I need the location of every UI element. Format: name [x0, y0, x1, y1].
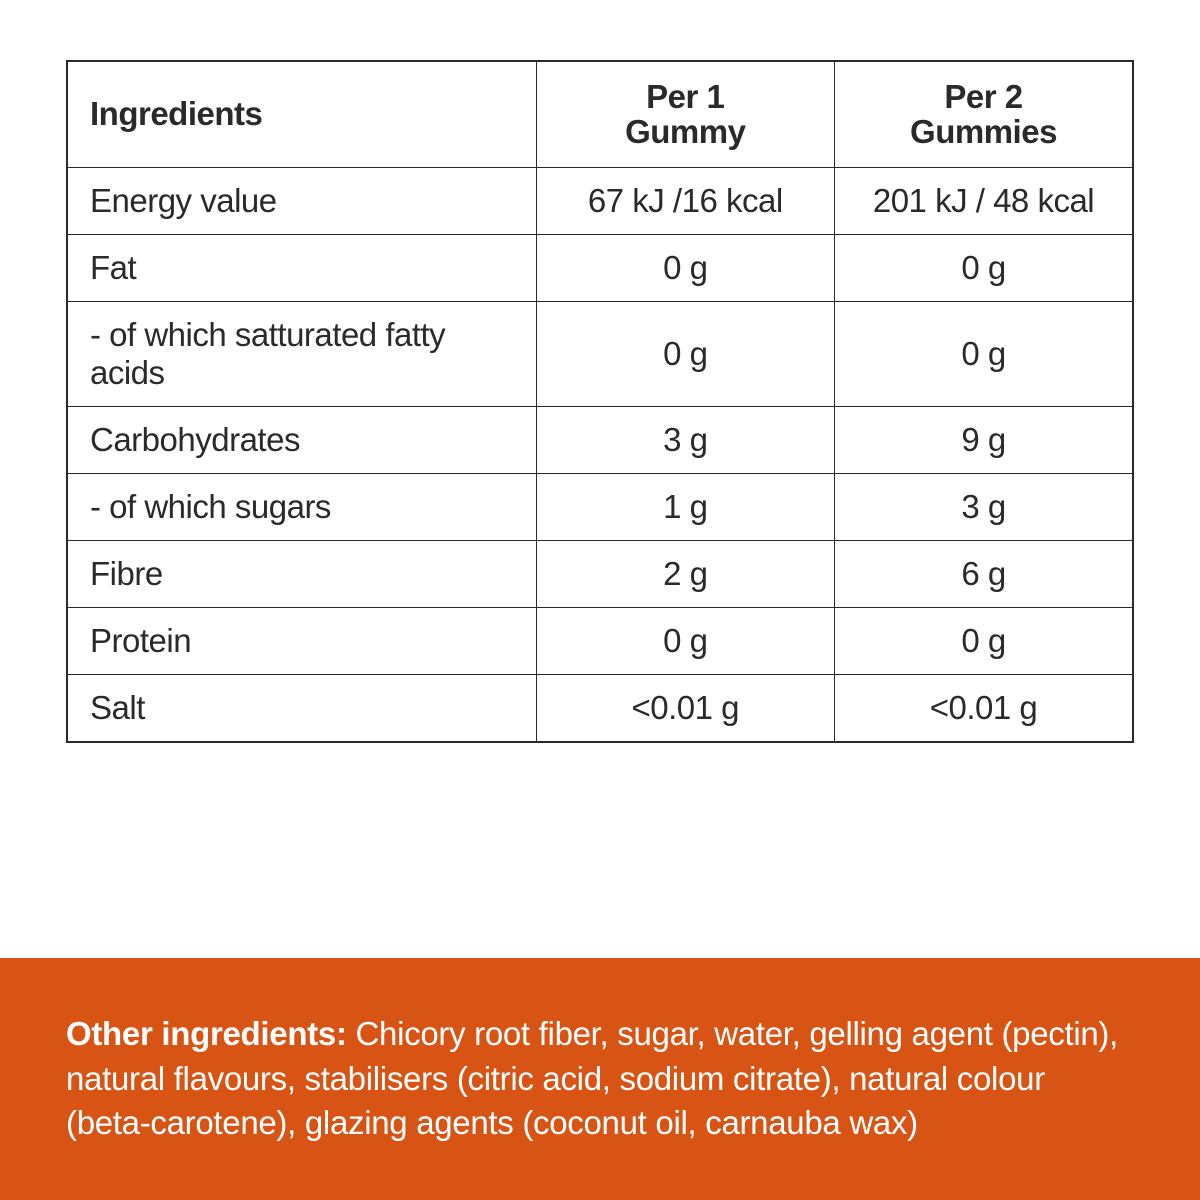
row-per2: 0 g — [835, 608, 1134, 675]
col-header-per2-line2: Gummies — [910, 113, 1057, 150]
table-row: Energy value 67 kJ /16 kcal 201 kJ / 48 … — [67, 168, 1133, 235]
col-header-per2: Per 2 Gummies — [835, 61, 1134, 168]
row-per1: 0 g — [536, 302, 834, 407]
row-per2: 0 g — [835, 235, 1134, 302]
ingredients-footer-label: Other ingredients: — [66, 1015, 347, 1052]
table-row: Fat 0 g 0 g — [67, 235, 1133, 302]
nutrition-table: Ingredients Per 1 Gummy Per 2 Gummies En… — [66, 60, 1134, 743]
table-row: Carbohydrates 3 g 9 g — [67, 407, 1133, 474]
row-per1: 2 g — [536, 541, 834, 608]
row-per2: 6 g — [835, 541, 1134, 608]
table-row: Fibre 2 g 6 g — [67, 541, 1133, 608]
col-header-per1-line2: Gummy — [625, 113, 745, 150]
row-label: Fibre — [67, 541, 536, 608]
table-row: - of which sugars 1 g 3 g — [67, 474, 1133, 541]
table-row: - of which satturated fatty acids 0 g 0 … — [67, 302, 1133, 407]
row-label: - of which satturated fatty acids — [67, 302, 536, 407]
table-header-row: Ingredients Per 1 Gummy Per 2 Gummies — [67, 61, 1133, 168]
col-header-per2-line1: Per 2 — [944, 78, 1022, 115]
row-label: Protein — [67, 608, 536, 675]
nutrition-table-container: Ingredients Per 1 Gummy Per 2 Gummies En… — [66, 60, 1134, 743]
table-body: Energy value 67 kJ /16 kcal 201 kJ / 48 … — [67, 168, 1133, 743]
row-per1: 3 g — [536, 407, 834, 474]
row-label: Energy value — [67, 168, 536, 235]
row-label: Carbohydrates — [67, 407, 536, 474]
row-per2: <0.01 g — [835, 675, 1134, 743]
row-per2: 0 g — [835, 302, 1134, 407]
col-header-ingredients: Ingredients — [67, 61, 536, 168]
row-label: - of which sugars — [67, 474, 536, 541]
col-header-per1-line1: Per 1 — [646, 78, 724, 115]
table-row: Salt <0.01 g <0.01 g — [67, 675, 1133, 743]
table-row: Protein 0 g 0 g — [67, 608, 1133, 675]
row-per2: 201 kJ / 48 kcal — [835, 168, 1134, 235]
row-label: Salt — [67, 675, 536, 743]
ingredients-footer: Other ingredients: Chicory root fiber, s… — [0, 958, 1200, 1200]
row-per1: <0.01 g — [536, 675, 834, 743]
col-header-per1: Per 1 Gummy — [536, 61, 834, 168]
row-per1: 0 g — [536, 608, 834, 675]
row-label: Fat — [67, 235, 536, 302]
row-per1: 67 kJ /16 kcal — [536, 168, 834, 235]
row-per1: 1 g — [536, 474, 834, 541]
row-per1: 0 g — [536, 235, 834, 302]
row-per2: 3 g — [835, 474, 1134, 541]
row-per2: 9 g — [835, 407, 1134, 474]
